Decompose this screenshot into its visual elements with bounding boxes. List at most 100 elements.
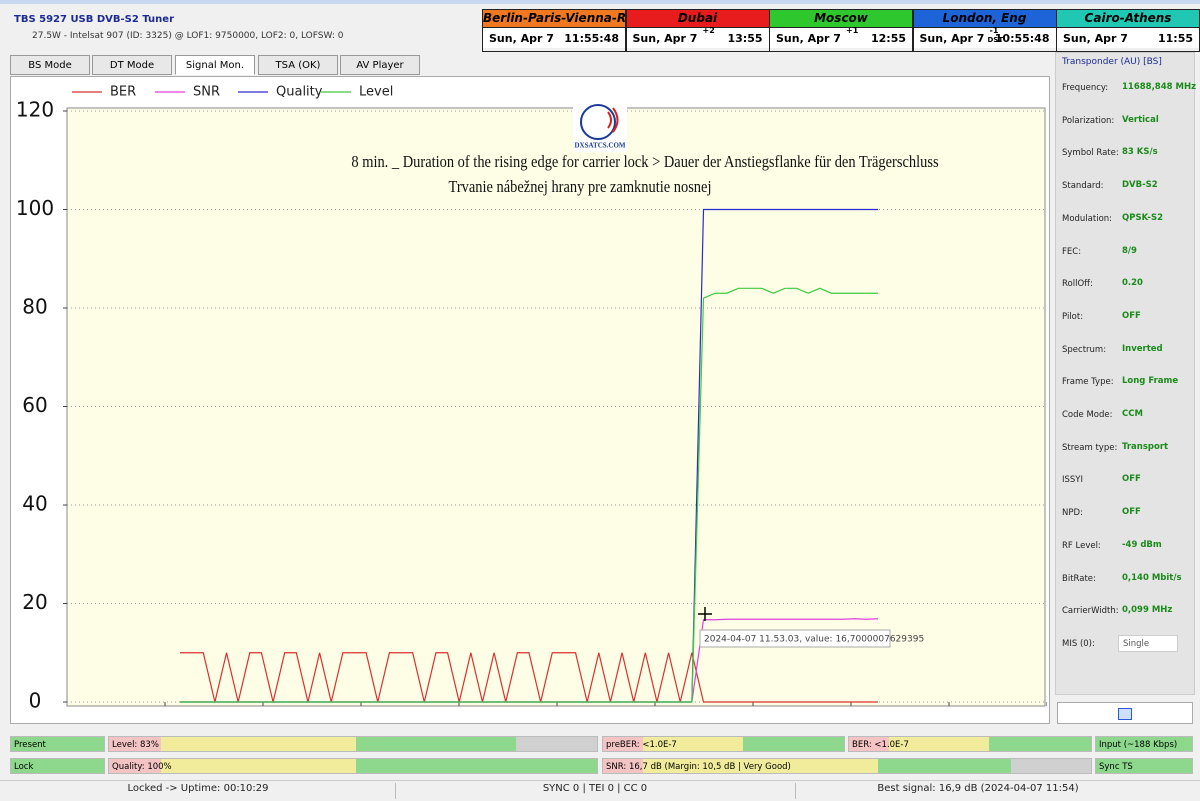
annotation: 8 min. _ Duration of the rising edge for… bbox=[351, 153, 938, 171]
tab[interactable]: AV Player bbox=[340, 55, 420, 75]
panel-value: 0,099 MHz bbox=[1122, 605, 1173, 616]
status-cell: Input (~188 Kbps) bbox=[1095, 736, 1193, 752]
clock-time: 11:55 bbox=[1157, 32, 1193, 45]
panel-value: DVB-S2 bbox=[1122, 180, 1158, 191]
footer-separator bbox=[795, 783, 796, 799]
clock-offset: -1 bbox=[989, 26, 999, 35]
clock: Moscow Sun, Apr 7 +1 12:55 bbox=[769, 9, 913, 52]
panel-value: OFF bbox=[1122, 507, 1141, 518]
status-cell: Level: 83% bbox=[108, 736, 598, 752]
status-cell: preBER: <1.0E-7 bbox=[602, 736, 845, 752]
tab[interactable]: TSA (OK) bbox=[258, 55, 338, 75]
status-cell: SNR: 16,7 dB (Margin: 10,5 dB | Very Goo… bbox=[602, 758, 1092, 774]
panel-key: Frequency: bbox=[1062, 83, 1109, 93]
app-title: TBS 5927 USB DVB-S2 Tuner bbox=[14, 14, 174, 25]
clock-time: 12:55 bbox=[870, 32, 906, 45]
clock-row: Sun, Apr 7 +2 13:55 bbox=[626, 26, 769, 48]
panel-key: NPD: bbox=[1062, 508, 1083, 519]
clock-offset: +2 bbox=[702, 26, 715, 35]
clock-city: Dubai bbox=[626, 10, 769, 28]
clock: Dubai Sun, Apr 7 +2 13:55 bbox=[625, 9, 770, 52]
panel-value: OFF bbox=[1122, 474, 1141, 485]
panel-button[interactable] bbox=[1057, 702, 1193, 724]
annotation: Trvanie nábežnej hrany pre zamknutie nos… bbox=[449, 178, 712, 196]
app-subtitle: 27.5W - Intelsat 907 (ID: 3325) @ LOF1: … bbox=[32, 31, 344, 41]
panel-dropdown[interactable]: Single bbox=[1118, 634, 1178, 652]
clock: London, Eng Sun, Apr 7 -1 DST 10:55:48 bbox=[912, 9, 1057, 52]
panel-value: CCM bbox=[1122, 409, 1143, 419]
clock-row: Sun, Apr 7 11:55 bbox=[1057, 28, 1199, 48]
panel-value: 8/9 bbox=[1122, 245, 1137, 256]
clock-time: 11:55:48 bbox=[564, 32, 619, 45]
footer-text: Best signal: 16,9 dB (2024-04-07 11:54) bbox=[877, 783, 1079, 794]
legend-label: SNR bbox=[193, 85, 220, 100]
clock-city: London, Eng bbox=[913, 10, 1056, 28]
footer-text: Locked -> Uptime: 00:10:29 bbox=[127, 783, 269, 794]
panel-key: Symbol Rate: bbox=[1062, 148, 1119, 159]
clock-row: Sun, Apr 7 -1 DST 10:55:48 bbox=[913, 26, 1056, 48]
clock-city: Cairo-Athens bbox=[1057, 10, 1199, 28]
panel-key: ISSYI bbox=[1062, 475, 1083, 486]
y-tick-label: 0 bbox=[29, 689, 42, 713]
button-icon bbox=[1118, 708, 1132, 720]
tab[interactable]: Signal Mon. bbox=[175, 55, 255, 75]
tooltip-box bbox=[699, 629, 891, 648]
clock: Cairo-Athens Sun, Apr 7 11:55 bbox=[1056, 9, 1200, 52]
panel-key: BitRate: bbox=[1062, 573, 1096, 584]
footer-text: SYNC 0 | TEI 0 | CC 0 bbox=[542, 783, 648, 794]
panel-key: Pilot: bbox=[1062, 311, 1084, 322]
panel-value: Vertical bbox=[1122, 114, 1159, 125]
panel-key: MIS (0): bbox=[1062, 638, 1095, 649]
panel-key: RollOff: bbox=[1062, 279, 1093, 290]
clock-date: Sun, Apr 7 bbox=[919, 32, 985, 45]
legend-label: BER bbox=[110, 85, 136, 100]
status-cell: Quality: 100% bbox=[108, 758, 598, 774]
panel-key: Polarization: bbox=[1062, 115, 1115, 126]
clock-offset: +1 bbox=[846, 26, 859, 35]
panel-title: Transponder (AU) [BS] bbox=[1062, 57, 1162, 67]
y-tick-label: 120 bbox=[16, 98, 54, 122]
y-tick-label: 20 bbox=[22, 590, 47, 614]
clock-row: Sun, Apr 7 +1 12:55 bbox=[770, 26, 912, 48]
footer-separator bbox=[395, 783, 396, 799]
panel-key: Frame Type: bbox=[1062, 377, 1114, 388]
panel-value: Long Frame bbox=[1122, 376, 1179, 387]
clock-time: 10:55:48 bbox=[994, 32, 1050, 45]
clock-date: Sun, Apr 7 bbox=[632, 32, 698, 45]
legend-label: Quality bbox=[276, 85, 323, 100]
clock-dst: DST bbox=[987, 36, 1004, 44]
panel-key: Spectrum: bbox=[1062, 344, 1107, 355]
transponder-panel: Transponder (AU) [BS] Frequency: 11688,84… bbox=[1055, 52, 1197, 695]
logo-dish bbox=[580, 104, 616, 140]
clock-time: 13:55 bbox=[727, 32, 763, 45]
clock-row: Sun, Apr 7 11:55:48 bbox=[483, 28, 625, 48]
logo-text: DXSATCS.COM bbox=[574, 142, 625, 150]
title-bar bbox=[0, 0, 1200, 4]
tab[interactable]: DT Mode bbox=[92, 55, 172, 75]
panel-value: -49 dBm bbox=[1122, 539, 1162, 550]
panel-value: 11688,848 MHz bbox=[1122, 82, 1197, 92]
status-cell: Lock bbox=[10, 758, 105, 774]
panel-key: Standard: bbox=[1062, 181, 1104, 192]
status-cell: Present bbox=[10, 736, 105, 752]
dropdown-value: Single bbox=[1123, 638, 1150, 649]
panel-key: RF Level: bbox=[1062, 540, 1101, 551]
tooltip-text: 2024-04-07 11.53.03, value: 16,700000762… bbox=[704, 635, 924, 645]
series-line bbox=[180, 652, 878, 703]
panel-value: OFF bbox=[1122, 310, 1141, 321]
clock-date: Sun, Apr 7 bbox=[776, 32, 841, 45]
logo-waves bbox=[607, 107, 619, 133]
panel-value: 0,140 Mbit/s bbox=[1122, 572, 1182, 583]
clock-city: Moscow bbox=[770, 10, 912, 28]
panel-value: QPSK-S2 bbox=[1122, 212, 1163, 223]
y-tick-label: 80 bbox=[22, 295, 47, 319]
y-tick-label: 40 bbox=[22, 492, 47, 516]
clock-date: Sun, Apr 7 bbox=[489, 32, 554, 45]
legend-label: Level bbox=[359, 85, 393, 100]
panel-value: Inverted bbox=[1122, 343, 1163, 354]
status-cell: Sync TS bbox=[1095, 758, 1193, 774]
clock-date: Sun, Apr 7 bbox=[1063, 32, 1128, 45]
panel-value: 0.20 bbox=[1122, 278, 1143, 289]
tab[interactable]: BS Mode bbox=[10, 55, 90, 75]
panel-key: CarrierWidth: bbox=[1062, 606, 1119, 617]
